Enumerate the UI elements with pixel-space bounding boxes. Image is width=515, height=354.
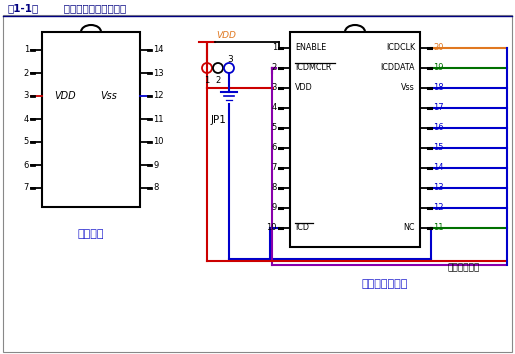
Text: 5: 5 xyxy=(272,124,277,132)
Bar xyxy=(42,32,140,207)
Text: 7: 7 xyxy=(24,183,29,193)
Text: 8: 8 xyxy=(153,183,159,193)
Text: 13: 13 xyxy=(433,183,443,193)
Text: 8: 8 xyxy=(271,183,277,193)
Text: 15: 15 xyxy=(433,143,443,153)
Text: 1: 1 xyxy=(24,46,29,55)
Text: 4: 4 xyxy=(24,114,29,124)
Text: VDD: VDD xyxy=(54,91,76,101)
Text: 9: 9 xyxy=(272,204,277,212)
Text: 1: 1 xyxy=(204,76,210,85)
Text: ICDDATA: ICDDATA xyxy=(381,63,415,73)
Text: 3: 3 xyxy=(271,84,277,92)
Text: 1: 1 xyxy=(272,44,277,52)
Text: 13: 13 xyxy=(153,69,164,78)
Text: 6: 6 xyxy=(271,143,277,153)
Text: ENABLE: ENABLE xyxy=(295,44,326,52)
Text: 2: 2 xyxy=(24,69,29,78)
Text: 18: 18 xyxy=(433,84,443,92)
Text: 12: 12 xyxy=(153,91,163,101)
Text: 17: 17 xyxy=(433,103,443,113)
Text: Vss: Vss xyxy=(401,84,415,92)
Text: 2: 2 xyxy=(215,76,220,85)
Text: 20: 20 xyxy=(433,44,443,52)
Text: 10: 10 xyxy=(266,223,277,233)
Text: ICDMCLR: ICDMCLR xyxy=(295,63,331,73)
Text: 7: 7 xyxy=(271,164,277,172)
Text: JP1: JP1 xyxy=(211,115,227,125)
Text: 图1-1：: 图1-1： xyxy=(7,3,38,13)
Text: 4: 4 xyxy=(272,103,277,113)
Text: ICDCLK: ICDCLK xyxy=(386,44,415,52)
Text: 3: 3 xyxy=(227,56,233,64)
Text: 14: 14 xyxy=(433,164,443,172)
Text: 14: 14 xyxy=(153,46,163,55)
Text: VDD: VDD xyxy=(295,84,313,92)
Text: 6: 6 xyxy=(24,160,29,170)
Text: 生产器件: 生产器件 xyxy=(78,229,104,239)
Text: 9: 9 xyxy=(153,160,158,170)
Text: 11: 11 xyxy=(433,223,443,233)
Text: 生产器件与调试头器件: 生产器件与调试头器件 xyxy=(42,3,126,13)
Text: 3: 3 xyxy=(24,91,29,101)
Text: 2: 2 xyxy=(272,63,277,73)
Text: 调试头上的器件: 调试头上的器件 xyxy=(362,279,408,289)
Text: 10: 10 xyxy=(153,137,163,147)
Text: 至工具连接器: 至工具连接器 xyxy=(447,263,479,272)
Text: 5: 5 xyxy=(24,137,29,147)
Bar xyxy=(290,32,420,247)
Text: 16: 16 xyxy=(433,124,443,132)
Text: VDD: VDD xyxy=(216,31,236,40)
Text: Vss: Vss xyxy=(100,91,117,101)
Text: NC: NC xyxy=(403,223,415,233)
Text: 12: 12 xyxy=(433,204,443,212)
Text: ICD: ICD xyxy=(295,223,309,233)
Text: 11: 11 xyxy=(153,114,163,124)
Text: 19: 19 xyxy=(433,63,443,73)
